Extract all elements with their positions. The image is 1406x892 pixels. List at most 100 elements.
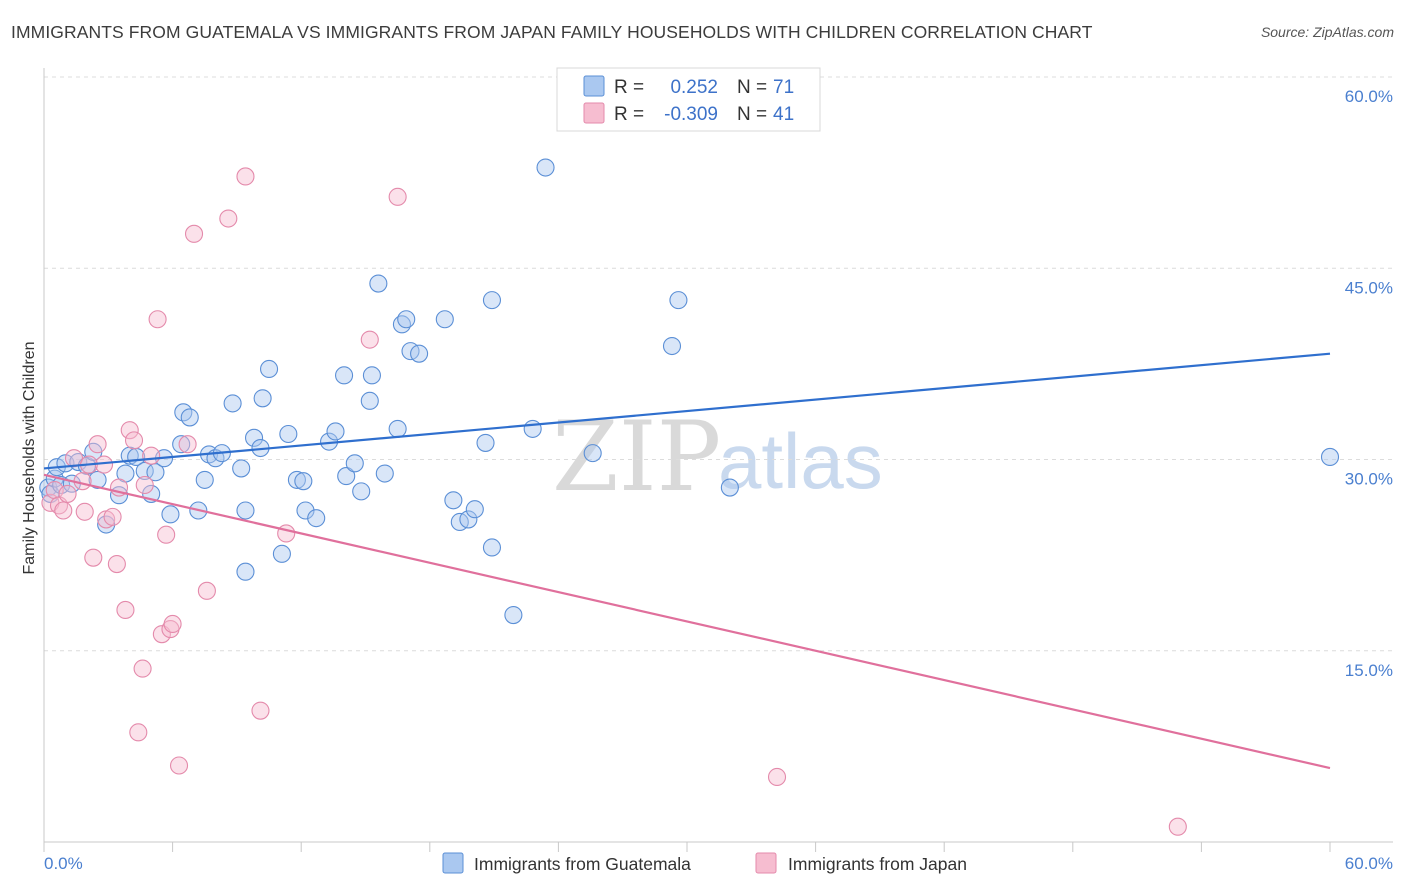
bottom-legend-label-guatemala: Immigrants from Guatemala (474, 854, 691, 874)
axes (43, 68, 1393, 852)
trend-line-japan (43, 473, 1331, 770)
source-credit: Source: ZipAtlas.com (1260, 24, 1394, 40)
guatemala-point (388, 419, 407, 438)
bottom-legend-swatch-japan (755, 852, 777, 874)
stats-legend: R = 0.252 N = 71 R = -0.309 N = 41 (556, 67, 821, 132)
legend-swatch-guatemala (583, 75, 605, 97)
guatemala-point (97, 515, 116, 534)
japan-point (767, 767, 787, 787)
guatemala-point (287, 470, 306, 489)
guatemala-point (296, 501, 315, 520)
guatemala-point (146, 463, 165, 482)
y-tick-label: 15.0% (1345, 661, 1393, 680)
guatemala-point (482, 291, 502, 310)
guatemala-point (476, 433, 495, 452)
japan-point (135, 475, 154, 495)
japan-point (184, 224, 204, 243)
series-guatemala-points (39, 158, 1340, 625)
guatemala-point (88, 470, 107, 489)
legend-r-label-2: R = (614, 104, 644, 125)
guatemala-point (195, 470, 214, 489)
guatemala-point (523, 419, 542, 438)
guatemala-point (326, 422, 345, 441)
legend-swatch-japan (583, 102, 605, 124)
japan-point (54, 501, 73, 520)
japan-point (197, 581, 216, 600)
japan-point (107, 554, 126, 574)
guatemala-point (352, 482, 371, 501)
guatemala-point (345, 454, 364, 473)
japan-point (88, 435, 107, 454)
trend-lines (43, 352, 1331, 770)
guatemala-point (272, 544, 291, 563)
guatemala-point (1320, 447, 1340, 467)
guatemala-point (161, 505, 180, 524)
guatemala-point (223, 394, 242, 413)
japan-point (120, 421, 139, 440)
watermark-atlas: atlas (718, 417, 883, 505)
guatemala-point (459, 510, 478, 529)
legend-r-value-japan: -0.309 (664, 104, 718, 125)
guatemala-point (362, 366, 381, 385)
series-japan-points (41, 167, 1187, 836)
guatemala-point (236, 562, 255, 581)
x-tick-label-max: 60.0% (1345, 854, 1393, 873)
guatemala-point (536, 158, 555, 177)
guatemala-point (232, 459, 251, 478)
japan-point (84, 548, 103, 567)
japan-point (360, 330, 379, 349)
japan-point (1168, 817, 1187, 836)
guatemala-point (720, 478, 739, 497)
guatemala-point (172, 435, 191, 454)
y-tick-label: 60.0% (1345, 87, 1393, 106)
guatemala-point (369, 274, 388, 293)
guatemala-point (294, 472, 313, 491)
y-axis-title: Family Households with Children (21, 342, 38, 575)
x-tick-label-min: 0.0% (44, 854, 83, 873)
watermark-zip: ZIP (552, 401, 721, 513)
japan-point (388, 187, 407, 206)
japan-point (157, 525, 176, 544)
japan-point (251, 701, 270, 720)
guatemala-point (504, 605, 523, 625)
guatemala-point (444, 491, 463, 510)
japan-point (178, 435, 197, 454)
guatemala-point (307, 509, 326, 528)
japan-point (148, 310, 167, 329)
japan-point (75, 502, 94, 521)
guatemala-point (253, 389, 272, 408)
japan-point (58, 484, 77, 503)
y-tick-label: 30.0% (1345, 470, 1393, 489)
legend-n-label-1: N = (737, 77, 767, 98)
japan-point (129, 723, 148, 742)
japan-point (163, 614, 182, 634)
guatemala-point (279, 424, 298, 444)
guatemala-point (465, 500, 484, 519)
guatemala-point (482, 538, 502, 557)
guatemala-point (236, 501, 255, 520)
japan-point (236, 167, 255, 186)
y-tick-labels: 15.0% 30.0% 45.0% 60.0% (1345, 87, 1393, 680)
guatemala-point (583, 444, 602, 463)
guatemala-point (410, 344, 429, 363)
bottom-legend-swatch-guatemala (442, 852, 464, 874)
legend-n-value-guatemala: 71 (773, 77, 794, 98)
guatemala-point (244, 428, 264, 447)
japan-point (124, 431, 144, 450)
japan-point (169, 756, 189, 775)
guatemala-point (669, 291, 688, 310)
chart-title: IMMIGRANTS FROM GUATEMALA VS IMMIGRANTS … (11, 22, 1093, 42)
japan-point (142, 446, 161, 465)
legend-r-value-guatemala: 0.252 (670, 77, 718, 98)
japan-point (219, 209, 238, 228)
guatemala-point (335, 366, 354, 385)
guatemala-point (435, 310, 454, 329)
guatemala-point (259, 359, 279, 379)
guatemala-point (662, 336, 682, 356)
legend-n-label-2: N = (737, 104, 767, 125)
legend-r-label-1: R = (614, 77, 644, 98)
trend-line-guatemala (43, 352, 1331, 470)
japan-point (116, 600, 135, 620)
legend-n-value-japan: 41 (773, 104, 794, 125)
